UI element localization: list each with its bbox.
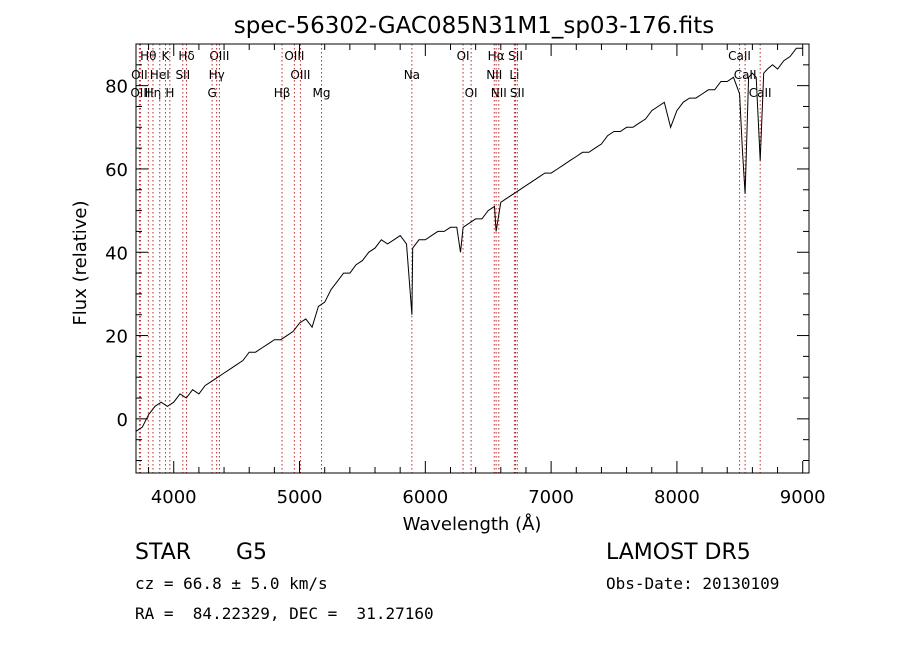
line-marker-label: OI [457,49,470,63]
line-marker-label: Hγ [209,68,225,82]
y-tick-label: 0 [117,410,128,431]
x-axis-label: Wavelength (Å) [403,513,542,535]
line-marker-label: CaII [734,68,757,82]
line-marker-label: Na [404,68,420,82]
redshift-cz: cz = 66.8 ± 5.0 km/s [135,574,328,593]
line-marker-label: OIII [209,49,229,63]
y-axis-label: Flux (relative) [70,200,91,325]
line-marker-label: Hα [488,49,505,63]
line-marker-label: OIII [284,49,304,63]
line-marker-label: Hθ [140,49,156,63]
axis-ticks: 4000 5000 6000 7000 8000 9000 0 20 40 60 80 [105,43,826,508]
line-marker-label: Li [509,68,519,82]
line-marker-label: SII [175,68,190,82]
line-marker-label: H [165,86,174,100]
coordinates: RA = 84.22329, DEC = 31.27160 [135,604,434,623]
y-tick-label: 20 [105,327,128,348]
line-marker-label: SII [510,86,525,100]
line-marker-label: G [207,86,216,100]
x-tick-label: 8000 [654,487,700,508]
chart-title: spec-56302-GAC085N31M1_sp03-176.fits [234,13,714,39]
plot-frame [135,43,810,474]
line-marker-label: OIII [130,86,150,100]
object-class: STAR [135,540,192,565]
line-marker-label: OIII [290,68,310,82]
x-tick-label: 6000 [402,487,448,508]
spectrum-series [135,47,803,432]
line-marker-label: OII [131,68,148,82]
line-marker-label: CaII [749,86,772,100]
y-tick-label: 60 [105,160,128,181]
line-marker-label: CaII [728,49,751,63]
line-marker-label: SII [508,49,523,63]
x-tick-label: 7000 [528,487,574,508]
survey-name: LAMOST DR5 [606,540,751,565]
object-subclass: G5 [236,540,268,565]
x-tick-label: 4000 [151,487,197,508]
x-tick-label: 5000 [277,487,323,508]
y-tick-label: 40 [105,243,128,264]
line-marker-label: HeI [150,68,170,82]
line-marker-label: Hη [145,86,162,100]
line-marker-label: K [161,49,170,63]
line-marker-label: OI [465,86,478,100]
line-marker-label: Hδ [178,49,194,63]
line-marker-label: Hβ [274,86,291,100]
observation-date: Obs-Date: 20130109 [606,574,780,593]
line-marker-label: NII [491,86,507,100]
x-tick-label: 9000 [780,487,826,508]
spectrum-line [135,47,803,432]
line-marker-label: NII [486,68,502,82]
line-marker-label: Mg [313,86,331,100]
y-tick-label: 80 [105,77,128,98]
